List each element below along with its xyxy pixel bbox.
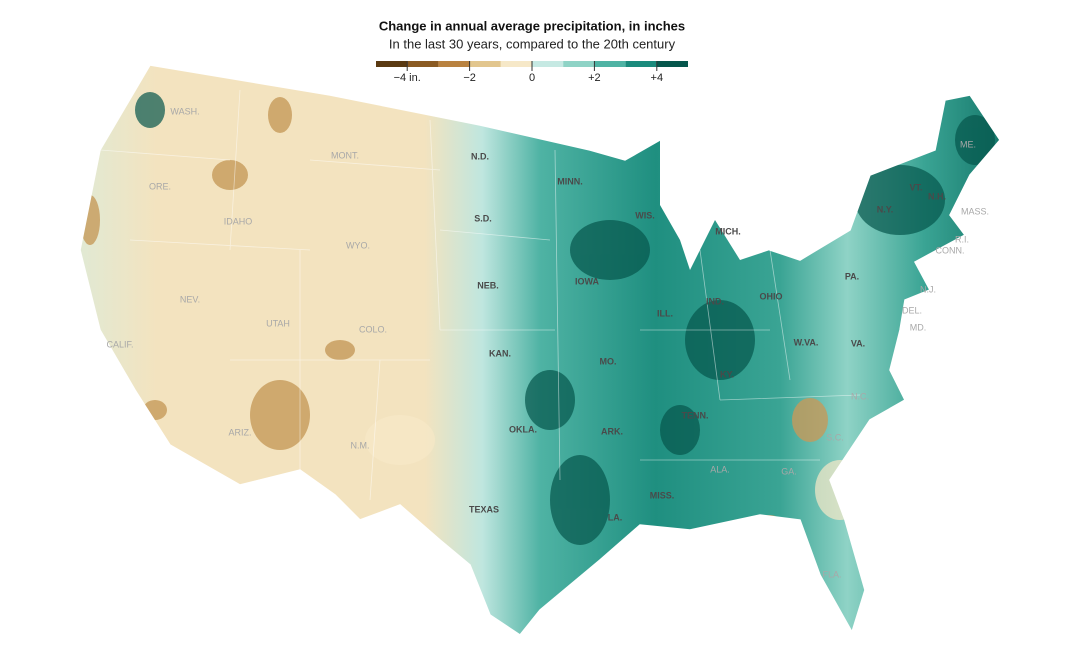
state-label: MINN. bbox=[557, 176, 583, 186]
state-label: IOWA bbox=[575, 276, 599, 286]
state-label: N.J. bbox=[920, 284, 936, 294]
precipitation-map bbox=[80, 65, 1000, 635]
state-label: DEL. bbox=[902, 305, 922, 315]
state-label: IDAHO bbox=[224, 216, 253, 226]
state-label: LA. bbox=[608, 512, 623, 522]
state-label: VT. bbox=[909, 182, 922, 192]
legend-tick-label: +2 bbox=[588, 72, 601, 84]
state-label: W.VA. bbox=[794, 337, 819, 347]
state-label: S.C. bbox=[826, 432, 844, 442]
state-label: ILL. bbox=[657, 308, 673, 318]
state-borders bbox=[99, 89, 861, 501]
state-label: S.D. bbox=[474, 213, 492, 223]
legend-swatch bbox=[563, 61, 595, 67]
state-label: GA. bbox=[781, 466, 797, 476]
state-label: R.I. bbox=[955, 234, 969, 244]
state-label: CONN. bbox=[936, 245, 965, 255]
state-label: CALIF. bbox=[106, 339, 133, 349]
legend-swatch bbox=[500, 61, 532, 67]
legend: −4 in. −2 0 +2 +4 bbox=[376, 61, 688, 84]
state-labels: WASH. MONT. N.D. MINN. ORE. IDAHO WYO. S… bbox=[106, 106, 989, 579]
legend-swatch bbox=[407, 61, 439, 67]
state-label: UTAH bbox=[266, 318, 290, 328]
state-label: WYO. bbox=[346, 240, 370, 250]
legend-tick-label: 0 bbox=[529, 72, 535, 84]
state-label: TENN. bbox=[682, 410, 709, 420]
legend-tick-label: −2 bbox=[463, 72, 476, 84]
state-label: VA. bbox=[851, 338, 865, 348]
legend-swatch bbox=[376, 61, 408, 67]
state-label: MICH. bbox=[715, 226, 741, 236]
state-label: N.M. bbox=[351, 440, 370, 450]
state-label: NEV. bbox=[180, 294, 200, 304]
state-label: NEB. bbox=[477, 280, 499, 290]
state-label: MASS. bbox=[961, 206, 989, 216]
state-label: MO. bbox=[600, 356, 617, 366]
state-label: IND. bbox=[706, 296, 724, 306]
state-label: ARIZ. bbox=[228, 427, 251, 437]
state-label: WIS. bbox=[635, 210, 655, 220]
state-label: ORE. bbox=[149, 181, 171, 191]
state-label: OKLA. bbox=[509, 424, 537, 434]
state-label: OHIO bbox=[759, 291, 782, 301]
state-label: WASH. bbox=[170, 106, 199, 116]
great-lakes bbox=[660, 140, 770, 270]
legend-tick-label: +4 bbox=[651, 72, 664, 84]
state-label: N.D. bbox=[471, 151, 489, 161]
state-label: FLA. bbox=[822, 569, 841, 579]
state-label: MISS. bbox=[650, 490, 675, 500]
state-label: COLO. bbox=[359, 324, 387, 334]
state-label: ARK. bbox=[601, 426, 623, 436]
legend-swatch bbox=[532, 61, 564, 67]
legend-swatch bbox=[438, 61, 470, 67]
state-label: N.H. bbox=[928, 191, 946, 201]
state-label: KAN. bbox=[489, 348, 511, 358]
state-label: N.C. bbox=[851, 391, 869, 401]
legend-swatch bbox=[656, 61, 688, 67]
legend-swatch bbox=[594, 61, 626, 67]
legend-swatch bbox=[625, 61, 657, 67]
state-label: TEXAS bbox=[469, 504, 499, 514]
state-label: ALA. bbox=[710, 464, 730, 474]
legend-title: Change in annual average precipitation, … bbox=[379, 18, 685, 33]
state-label: MONT. bbox=[331, 150, 359, 160]
state-label: ME. bbox=[960, 139, 976, 149]
state-label: MD. bbox=[910, 322, 927, 332]
state-label: KY. bbox=[720, 369, 734, 379]
state-label: PA. bbox=[845, 271, 859, 281]
state-label: N.Y. bbox=[877, 204, 894, 214]
legend-tick-label: −4 in. bbox=[394, 72, 421, 84]
legend-swatch bbox=[469, 61, 501, 67]
legend-subtitle: In the last 30 years, compared to the 20… bbox=[389, 36, 676, 51]
